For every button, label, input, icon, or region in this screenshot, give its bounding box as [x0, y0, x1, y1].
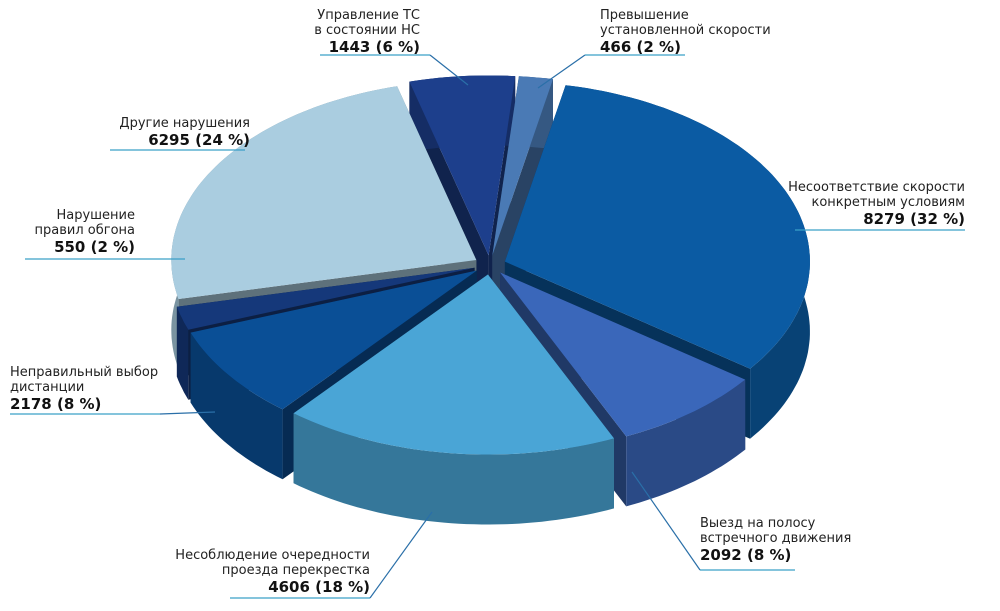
slice: [500, 272, 746, 437]
slice-label: Выезд на полосу встречного движения: [700, 516, 852, 546]
value-label: 2092 (8 %): [700, 546, 792, 564]
slice-label: Другие нарушения: [119, 116, 250, 131]
leader-line: [429, 54, 469, 86]
slice-side: [626, 379, 746, 507]
slice: [176, 267, 475, 330]
slice: [293, 274, 614, 455]
leader-line: [537, 54, 586, 89]
value-label: 1443 (6 %): [328, 38, 420, 56]
slice-label: Нарушение правил обгона: [34, 208, 136, 238]
slice-label: Неправильный выбор дистанции: [10, 365, 159, 395]
value-label: 550 (2 %): [54, 238, 135, 256]
slice-label: Несоблюдение очередности проезда перекре…: [175, 548, 370, 578]
slice: [409, 75, 516, 256]
slice-side: [176, 306, 189, 400]
slice: [492, 76, 553, 256]
slice: [504, 85, 810, 369]
value-label: 4606 (18 %): [268, 578, 370, 596]
leader-line: [631, 471, 701, 571]
slice: [171, 86, 477, 299]
slice-side: [293, 413, 614, 525]
slice-label: Управление ТС в состоянии НС: [314, 8, 420, 38]
value-label: 8279 (32 %): [863, 210, 965, 228]
leader-line: [369, 511, 433, 599]
slice: [190, 270, 477, 410]
slice-label: Несоответствие скорости конкретным услов…: [788, 180, 965, 210]
value-label: 6295 (24 %): [148, 131, 250, 149]
slice-side: [190, 332, 283, 480]
leader-line: [159, 411, 216, 415]
value-label: 466 (2 %): [600, 38, 681, 56]
value-label: 2178 (8 %): [10, 395, 102, 413]
slice-label: Превышение установленной скорости: [600, 8, 771, 38]
